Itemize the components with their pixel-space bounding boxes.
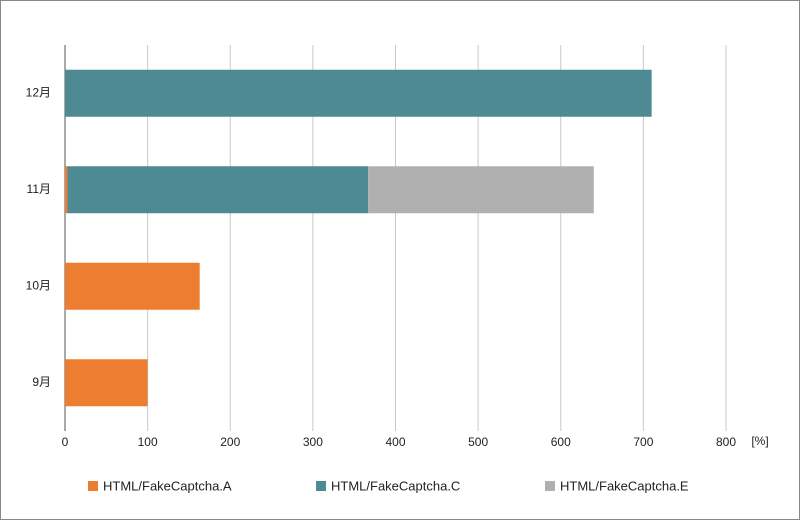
x-tick-label: 400 — [385, 435, 405, 449]
legend-label: HTML/FakeCaptcha.A — [103, 478, 232, 493]
x-tick-label: 200 — [220, 435, 240, 449]
legend-label: HTML/FakeCaptcha.C — [331, 478, 460, 493]
x-tick-label: 500 — [468, 435, 488, 449]
x-tick-label: 600 — [551, 435, 571, 449]
y-tick-label: 12月 — [26, 85, 51, 99]
y-tick-label: 9月 — [32, 375, 51, 389]
bar-segment — [65, 262, 200, 310]
legend-label: HTML/FakeCaptcha.E — [560, 478, 689, 493]
legend-swatch — [545, 481, 555, 491]
bar-segment — [65, 359, 148, 407]
x-tick-label: 100 — [138, 435, 158, 449]
y-tick-label: 10月 — [26, 278, 51, 292]
legend-swatch — [316, 481, 326, 491]
x-tick-label: 0 — [62, 435, 69, 449]
bar-segment — [65, 166, 68, 214]
bar-segment — [67, 166, 369, 214]
y-tick-label: 11月 — [27, 182, 51, 196]
x-unit: [%] — [751, 434, 768, 448]
x-tick-label: 700 — [633, 435, 653, 449]
x-tick-label: 300 — [303, 435, 323, 449]
bar-segment — [368, 166, 594, 214]
x-tick-label: 800 — [716, 435, 736, 449]
bar-segment — [65, 69, 652, 117]
legend-swatch — [88, 481, 98, 491]
legend: HTML/FakeCaptcha.A HTML/FakeCaptcha.C HTML… — [88, 478, 689, 493]
